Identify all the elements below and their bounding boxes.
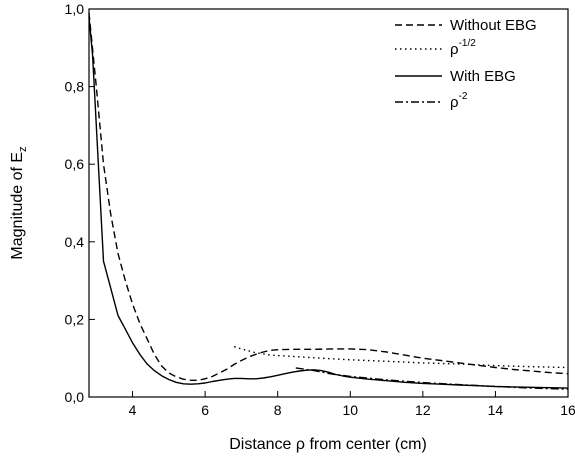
series-layer <box>88 12 569 390</box>
x-tick-label: 14 <box>488 402 504 418</box>
x-tick-label: 12 <box>415 402 431 418</box>
legend-label-main: ρ <box>450 41 459 58</box>
legend-label: ρ-1/2 <box>450 38 476 58</box>
legend-label: With EBG <box>450 68 516 85</box>
legend-label-sup: -2 <box>459 91 468 102</box>
series-line <box>88 16 569 389</box>
series-line <box>295 367 569 390</box>
y-tick-label: 0,8 <box>65 79 85 95</box>
y-tick-label: 0,2 <box>65 311 85 327</box>
x-tick-label: 4 <box>129 402 137 418</box>
y-axis-title-sub: z <box>17 146 29 152</box>
y-axis-title-main: Magnitude of E <box>9 152 26 260</box>
x-tick-label: 8 <box>274 402 282 418</box>
legend-label-main: With EBG <box>450 68 516 85</box>
y-tick-label: 0,6 <box>65 156 85 172</box>
legend-label-main: Without EBG <box>450 17 537 34</box>
y-tick-label: 0,0 <box>65 389 85 405</box>
legend-label: ρ-2 <box>450 91 468 111</box>
x-axis-title: Distance ρ from center (cm) <box>229 436 427 453</box>
legend-label: Without EBG <box>450 17 537 34</box>
y-tick-label: 1,0 <box>65 1 85 17</box>
series-line <box>88 12 569 381</box>
x-tick-label: 6 <box>201 402 209 418</box>
x-tick-label: 16 <box>560 402 575 418</box>
y-axis-title: Magnitude of Ez <box>9 146 29 259</box>
legend-label-main: ρ <box>450 94 459 111</box>
plot-frame <box>88 8 569 398</box>
legend-label-sup: -1/2 <box>459 38 477 49</box>
tick-layer: 4 6 8 10 12 14 16 0,0 0,2 0,4 0,6 0,8 1,0 <box>65 1 575 418</box>
x-tick-label: 10 <box>342 402 358 418</box>
y-tick-label: 0,4 <box>65 234 85 250</box>
